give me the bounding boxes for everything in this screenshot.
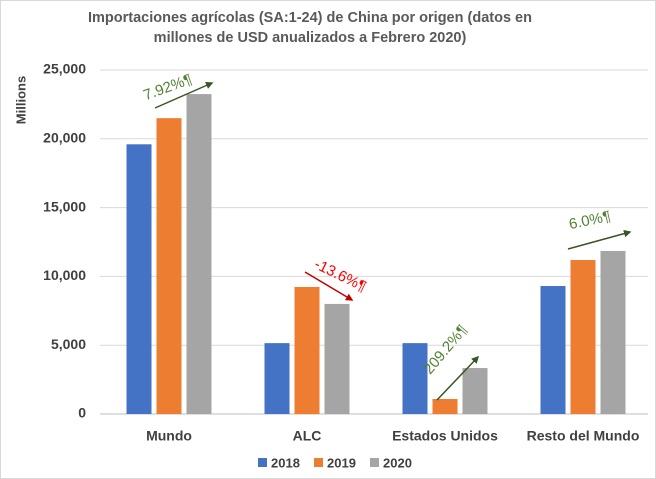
chart-title: Importaciones agrícolas (SA:1-24) de Chi… — [88, 10, 532, 46]
legend-label: 2019 — [327, 455, 356, 470]
x-tick-label: Estados Unidos — [392, 428, 498, 444]
bar — [186, 94, 212, 414]
y-tick-label: 0 — [78, 405, 86, 421]
y-axis-label: Millions — [13, 76, 28, 124]
bar — [540, 286, 566, 414]
bar — [570, 260, 596, 414]
annotation-arrow — [304, 271, 354, 301]
annotation: -13.6%¶ — [312, 256, 369, 296]
annotation-arrow — [436, 355, 480, 401]
annotation: 7.92%¶ — [141, 71, 194, 104]
bar — [402, 343, 428, 414]
legend-swatch — [258, 458, 267, 467]
bar — [126, 144, 152, 414]
x-tick-label: Mundo — [146, 428, 192, 444]
legend-label: 2020 — [383, 455, 412, 470]
bar — [432, 399, 458, 414]
legend-swatch — [314, 458, 323, 467]
bar — [324, 303, 350, 414]
x-tick-label: ALC — [293, 428, 322, 444]
bar — [156, 118, 182, 414]
y-tick-label: 20,000 — [43, 130, 86, 146]
bar — [600, 250, 626, 414]
annotation-arrow — [154, 81, 214, 109]
bar — [294, 286, 320, 414]
y-tick-label: 5,000 — [51, 336, 86, 352]
legend-swatch — [370, 458, 379, 467]
y-tick-label: 10,000 — [43, 267, 86, 283]
annotation: 6.0%¶ — [567, 208, 612, 233]
bar — [264, 343, 290, 414]
y-tick-label: 25,000 — [43, 61, 86, 77]
legend-label: 2018 — [271, 455, 300, 470]
bar — [462, 368, 488, 414]
x-tick-label: Resto del Mundo — [527, 428, 640, 444]
y-tick-label: 15,000 — [43, 198, 86, 214]
annotation-arrow — [567, 229, 632, 250]
